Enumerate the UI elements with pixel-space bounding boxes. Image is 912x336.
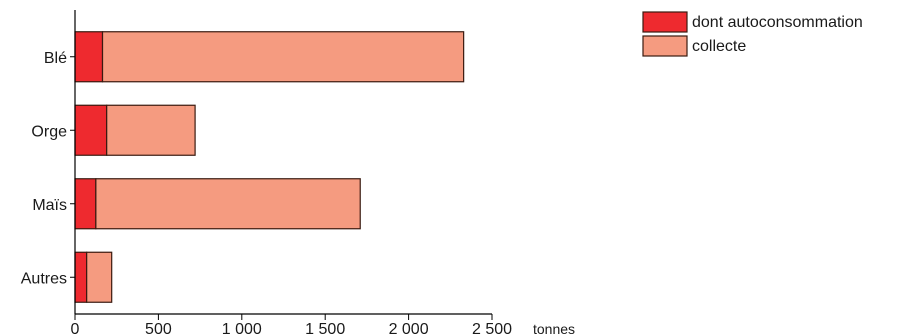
bar-maïs-series-1 [95,178,361,230]
x-tick-label: 2 000 [389,321,429,336]
axes-group: Blé Orge Maïs Autres 0 500 1 000 1 500 2 000 2 50… [21,10,575,336]
bar-autres-series-0 [74,251,88,303]
bar-orge-series-0 [74,104,108,156]
bar-blé-series-0 [74,31,104,83]
category-label: Blé [44,50,67,67]
legend-swatch [642,11,688,33]
x-tick-label: 1 500 [305,321,345,336]
bars-group [74,31,465,303]
legend-label: dont autoconsommation [692,14,863,31]
category-label: Maïs [32,197,67,214]
x-tick-label: 500 [145,321,172,336]
bar-maïs-series-0 [74,178,97,230]
x-tick-label: 0 [71,321,80,336]
bar-orge-series-1 [106,104,196,156]
x-axis-unit-label: tonnes [533,321,575,336]
category-label: Orge [31,123,67,140]
legend-label: collecte [692,38,746,55]
category-label: Autres [21,270,67,287]
bar-blé-series-1 [101,31,465,83]
x-tick-label: 1 000 [222,321,262,336]
legend: dont autoconsommation collecte [642,11,863,57]
x-tick-label: 2 500 [472,321,512,336]
legend-swatch [642,35,688,57]
bar-autres-series-1 [86,251,113,303]
